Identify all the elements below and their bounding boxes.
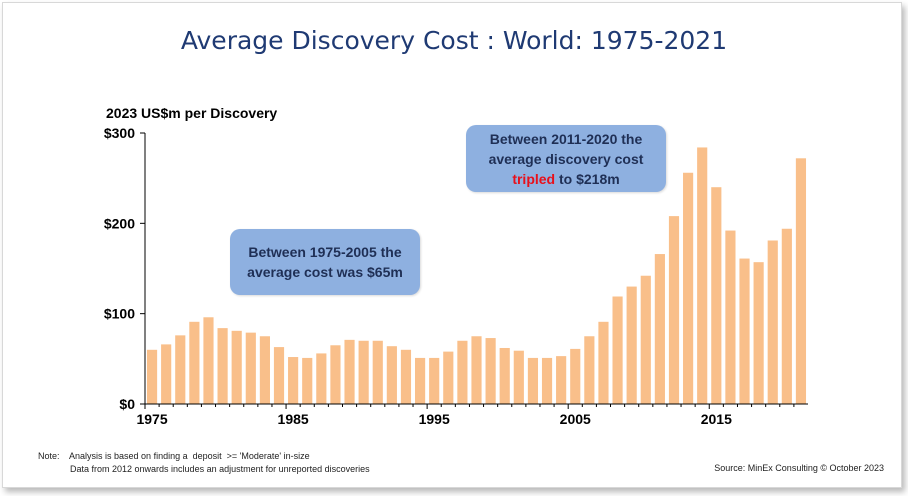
- bar-1983: [259, 336, 270, 404]
- x-tick-label: 2005: [560, 411, 591, 427]
- bar-1982: [245, 332, 256, 404]
- callout-early-line2: average cost was $65m: [247, 264, 403, 280]
- bar-1991: [372, 340, 383, 404]
- bar-2015: [711, 187, 722, 404]
- bar-1992: [386, 346, 397, 404]
- bar-1989: [344, 339, 355, 404]
- bar-1999: [485, 338, 496, 404]
- bar-1976: [161, 344, 172, 404]
- bar-2007: [598, 321, 609, 404]
- bar-1984: [273, 347, 285, 404]
- y-tick-label: $0: [119, 396, 135, 412]
- callout-late-line2: average discovery cost: [488, 150, 644, 167]
- source-credit: Source: MinEx Consulting © October 2023: [714, 463, 884, 473]
- footnote: Note: Analysis is based on finding a dep…: [38, 450, 370, 476]
- callout-late-line3: tripled to $218m: [466, 169, 666, 189]
- y-axis-label: 2023 US$m per Discovery: [106, 105, 278, 121]
- bar-2009: [626, 286, 637, 404]
- bar-2011: [654, 254, 665, 404]
- bar-2004: [556, 356, 567, 404]
- bar-1998: [471, 336, 482, 404]
- bar-2021: [795, 158, 807, 404]
- bar-1990: [358, 340, 369, 404]
- bar-2006: [584, 336, 595, 404]
- x-tick-label: 1975: [136, 411, 167, 427]
- callout-highlight: tripled: [512, 170, 556, 187]
- y-tick-label: $300: [104, 125, 135, 141]
- bar-2012: [668, 216, 680, 404]
- bar-2016: [725, 230, 736, 404]
- bar-1985: [288, 357, 299, 404]
- bar-2002: [527, 357, 539, 404]
- bar-1978: [189, 321, 200, 404]
- bar-1997: [457, 340, 468, 404]
- y-tick-label: $100: [104, 306, 135, 322]
- callout-late-line1: Between 2011-2020 the: [489, 130, 643, 147]
- bar-1994: [415, 357, 426, 404]
- callout-late-rest: to $218m: [555, 170, 620, 187]
- footnote-line2: Data from 2012 onwards includes an adjus…: [70, 464, 370, 474]
- bar-2013: [683, 172, 694, 404]
- x-tick-label: 1995: [419, 411, 450, 427]
- bar-2020: [781, 228, 792, 404]
- x-tick-label: 2015: [701, 411, 732, 427]
- callout-late-average: Between 2011-2020 the average discovery …: [466, 125, 666, 192]
- bar-1996: [443, 351, 454, 404]
- bar-2019: [767, 240, 778, 404]
- bar-1993: [400, 349, 412, 404]
- bar-2001: [513, 350, 524, 404]
- bar-2005: [570, 348, 581, 404]
- y-tick-label: $200: [104, 215, 135, 231]
- bar-1975: [146, 349, 158, 404]
- chart-title: Average Discovery Cost : World: 1975-202…: [180, 26, 728, 55]
- x-tick-label: 1985: [278, 411, 309, 427]
- callout-early-average: Between 1975-2005 the average cost was $…: [230, 229, 420, 295]
- bar-1981: [231, 330, 242, 404]
- bar-2000: [499, 347, 510, 404]
- bar-2017: [739, 258, 750, 404]
- bar-2010: [640, 275, 651, 404]
- bar-1986: [302, 357, 313, 404]
- bar-2014: [697, 147, 708, 404]
- bar-2008: [612, 296, 623, 404]
- bar-2003: [541, 357, 553, 404]
- callout-early-line1: Between 1975-2005 the: [248, 244, 402, 260]
- bar-1980: [217, 328, 228, 404]
- bar-1988: [330, 345, 341, 404]
- bar-1979: [203, 317, 214, 404]
- bar-2018: [753, 262, 764, 404]
- bar-1977: [175, 335, 186, 404]
- footnote-line1: Note: Analysis is based on finding a dep…: [38, 451, 310, 461]
- bar-1995: [429, 357, 440, 404]
- bar-1987: [316, 353, 327, 404]
